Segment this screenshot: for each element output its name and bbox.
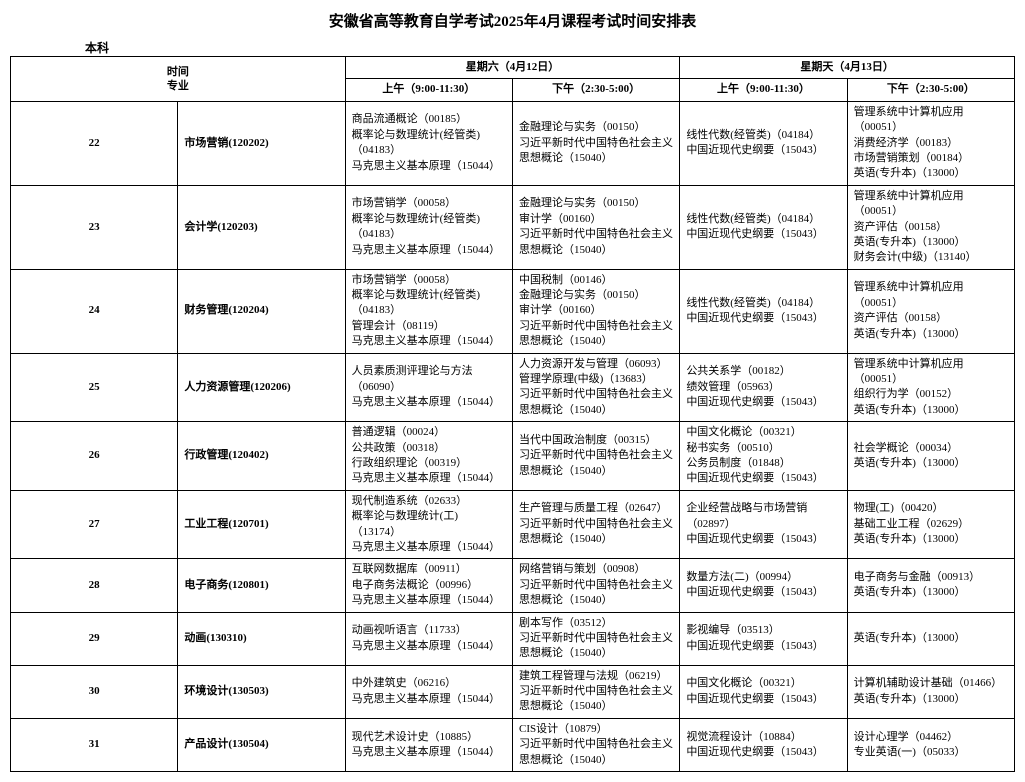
d2-am-cell: 线性代数(经管类)（04184） 中国近现代史纲要（15043） (680, 185, 847, 269)
time-label: 时间 (17, 65, 339, 79)
table-row: 23会计学(120203)市场营销学（00058） 概率论与数理统计(经管类)（… (11, 185, 1015, 269)
header-d1-pm: 下午（2:30-5:00） (512, 79, 679, 101)
d1-pm-cell: 中国税制（00146） 金融理论与实务（00150） 审计学（00160） 习近… (512, 269, 679, 353)
d1-pm-cell: 建筑工程管理与法规（06219） 习近平新时代中国特色社会主义思想概论（1504… (512, 665, 679, 718)
d2-am-cell: 公共关系学（00182） 绩效管理（05963） 中国近现代史纲要（15043） (680, 353, 847, 422)
d1-am-cell: 人员素质测评理论与方法（06090） 马克思主义基本原理（15044） (345, 353, 512, 422)
row-number: 28 (11, 559, 178, 612)
row-number: 22 (11, 101, 178, 185)
row-number: 26 (11, 422, 178, 491)
major-cell: 市场营销(120202) (178, 101, 345, 185)
row-number: 24 (11, 269, 178, 353)
d1-pm-cell: 金融理论与实务（00150） 习近平新时代中国特色社会主义思想概论（15040） (512, 101, 679, 185)
table-row: 26行政管理(120402)普通逻辑（00024） 公共政策（00318） 行政… (11, 422, 1015, 491)
d2-pm-cell: 管理系统中计算机应用（00051） 消费经济学（00183） 市场营销策划（00… (847, 101, 1014, 185)
table-row: 24财务管理(120204)市场营销学（00058） 概率论与数理统计(经管类)… (11, 269, 1015, 353)
header-d1-am: 上午（9:00-11:30） (345, 79, 512, 101)
level-label: 本科 (85, 39, 1015, 56)
d1-pm-cell: 当代中国政治制度（00315） 习近平新时代中国特色社会主义思想概论（15040… (512, 422, 679, 491)
d1-pm-cell: 剧本写作（03512） 习近平新时代中国特色社会主义思想概论（15040） (512, 612, 679, 665)
header-d2-am: 上午（9:00-11:30） (680, 79, 847, 101)
table-row: 29动画(130310)动画视听语言（11733） 马克思主义基本原理（1504… (11, 612, 1015, 665)
d1-am-cell: 普通逻辑（00024） 公共政策（00318） 行政组织理论（00319） 马克… (345, 422, 512, 491)
d1-am-cell: 商品流通概论（00185） 概率论与数理统计(经管类)（04183） 马克思主义… (345, 101, 512, 185)
row-number: 31 (11, 718, 178, 771)
d1-am-cell: 现代制造系统（02633） 概率论与数理统计(工)（13174） 马克思主义基本… (345, 490, 512, 559)
d2-pm-cell: 设计心理学（04462） 专业英语(一)（05033） (847, 718, 1014, 771)
major-cell: 电子商务(120801) (178, 559, 345, 612)
table-row: 28电子商务(120801)互联网数据库（00911） 电子商务法概论（0099… (11, 559, 1015, 612)
d1-pm-cell: 生产管理与质量工程（02647） 习近平新时代中国特色社会主义思想概论（1504… (512, 490, 679, 559)
d2-am-cell: 影视编导（03513） 中国近现代史纲要（15043） (680, 612, 847, 665)
row-number: 23 (11, 185, 178, 269)
table-row: 22市场营销(120202)商品流通概论（00185） 概率论与数理统计(经管类… (11, 101, 1015, 185)
row-number: 27 (11, 490, 178, 559)
major-cell: 环境设计(130503) (178, 665, 345, 718)
d2-pm-cell: 管理系统中计算机应用（00051） 资产评估（00158） 英语(专升本)（13… (847, 269, 1014, 353)
major-cell: 产品设计(130504) (178, 718, 345, 771)
d2-am-cell: 线性代数(经管类)（04184） 中国近现代史纲要（15043） (680, 101, 847, 185)
major-cell: 财务管理(120204) (178, 269, 345, 353)
page-title: 安徽省高等教育自学考试2025年4月课程考试时间安排表 (10, 10, 1015, 31)
major-cell: 人力资源管理(120206) (178, 353, 345, 422)
d1-am-cell: 市场营销学（00058） 概率论与数理统计(经管类)（04183） 马克思主义基… (345, 185, 512, 269)
row-number: 25 (11, 353, 178, 422)
d1-pm-cell: 人力资源开发与管理（06093） 管理学原理(中级)（13683） 习近平新时代… (512, 353, 679, 422)
header-d2-pm: 下午（2:30-5:00） (847, 79, 1014, 101)
d2-am-cell: 视觉流程设计（10884） 中国近现代史纲要（15043） (680, 718, 847, 771)
major-cell: 工业工程(120701) (178, 490, 345, 559)
d2-am-cell: 中国文化概论（00321） 秘书实务（00510） 公务员制度（01848） 中… (680, 422, 847, 491)
d1-pm-cell: 金融理论与实务（00150） 审计学（00160） 习近平新时代中国特色社会主义… (512, 185, 679, 269)
table-row: 27工业工程(120701)现代制造系统（02633） 概率论与数理统计(工)（… (11, 490, 1015, 559)
d1-pm-cell: 网络营销与策划（00908） 习近平新时代中国特色社会主义思想概论（15040） (512, 559, 679, 612)
schedule-table: 时间 专业 星期六（4月12日） 星期天（4月13日） 上午（9:00-11:3… (10, 56, 1015, 772)
major-cell: 会计学(120203) (178, 185, 345, 269)
d2-pm-cell: 计算机辅助设计基础（01466） 英语(专升本)（13000） (847, 665, 1014, 718)
d2-am-cell: 线性代数(经管类)（04184） 中国近现代史纲要（15043） (680, 269, 847, 353)
header-day2: 星期天（4月13日） (680, 57, 1015, 79)
d1-pm-cell: CIS设计（10879） 习近平新时代中国特色社会主义思想概论（15040） (512, 718, 679, 771)
d2-am-cell: 企业经营战略与市场营销（02897） 中国近现代史纲要（15043） (680, 490, 847, 559)
d2-pm-cell: 管理系统中计算机应用（00051） 组织行为学（00152） 英语(专升本)（1… (847, 353, 1014, 422)
major-cell: 行政管理(120402) (178, 422, 345, 491)
header-day1: 星期六（4月12日） (345, 57, 680, 79)
d2-pm-cell: 社会学概论（00034） 英语(专升本)（13000） (847, 422, 1014, 491)
row-number: 29 (11, 612, 178, 665)
major-label: 专业 (17, 79, 339, 93)
d1-am-cell: 互联网数据库（00911） 电子商务法概论（00996） 马克思主义基本原理（1… (345, 559, 512, 612)
table-row: 25人力资源管理(120206)人员素质测评理论与方法（06090） 马克思主义… (11, 353, 1015, 422)
d1-am-cell: 市场营销学（00058） 概率论与数理统计(经管类)（04183） 管理会计（0… (345, 269, 512, 353)
d1-am-cell: 动画视听语言（11733） 马克思主义基本原理（15044） (345, 612, 512, 665)
major-cell: 动画(130310) (178, 612, 345, 665)
d2-pm-cell: 英语(专升本)（13000） (847, 612, 1014, 665)
header-time-major: 时间 专业 (11, 57, 346, 102)
table-row: 31产品设计(130504)现代艺术设计史（10885） 马克思主义基本原理（1… (11, 718, 1015, 771)
d2-pm-cell: 电子商务与金融（00913） 英语(专升本)（13000） (847, 559, 1014, 612)
table-row: 30环境设计(130503)中外建筑史（06216） 马克思主义基本原理（150… (11, 665, 1015, 718)
d2-pm-cell: 物理(工)（00420） 基础工业工程（02629） 英语(专升本)（13000… (847, 490, 1014, 559)
row-number: 30 (11, 665, 178, 718)
d2-am-cell: 中国文化概论（00321） 中国近现代史纲要（15043） (680, 665, 847, 718)
d1-am-cell: 现代艺术设计史（10885） 马克思主义基本原理（15044） (345, 718, 512, 771)
d2-pm-cell: 管理系统中计算机应用（00051） 资产评估（00158） 英语(专升本)（13… (847, 185, 1014, 269)
d1-am-cell: 中外建筑史（06216） 马克思主义基本原理（15044） (345, 665, 512, 718)
d2-am-cell: 数量方法(二)（00994） 中国近现代史纲要（15043） (680, 559, 847, 612)
